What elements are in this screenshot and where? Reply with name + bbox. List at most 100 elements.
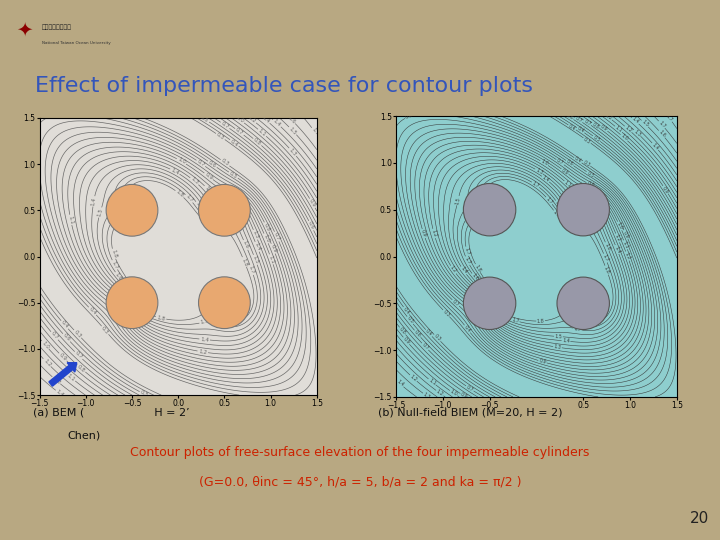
Text: 1.3: 1.3 xyxy=(51,376,61,385)
Text: 1.7: 1.7 xyxy=(310,127,320,137)
Text: 0.4: 0.4 xyxy=(463,325,472,334)
Text: Effect of impermeable case for contour plots: Effect of impermeable case for contour p… xyxy=(35,76,533,96)
Text: 1.2: 1.2 xyxy=(613,233,621,242)
Text: 1.4: 1.4 xyxy=(91,197,97,206)
Text: 0.6: 0.6 xyxy=(307,220,315,231)
Text: 1.5: 1.5 xyxy=(454,196,462,205)
Text: 1.0: 1.0 xyxy=(449,389,458,397)
Text: 1.2: 1.2 xyxy=(247,115,257,124)
Text: 0.3: 0.3 xyxy=(73,329,82,339)
Text: 1.5: 1.5 xyxy=(288,126,297,136)
Text: 1.1: 1.1 xyxy=(66,373,76,382)
Text: 0.9: 0.9 xyxy=(58,352,68,362)
Text: National Taiwan Ocean University: National Taiwan Ocean University xyxy=(42,41,110,45)
Text: 1.4: 1.4 xyxy=(55,389,65,398)
Text: 1.3: 1.3 xyxy=(633,129,642,137)
Circle shape xyxy=(464,184,516,236)
Text: 0.7: 0.7 xyxy=(582,118,592,127)
Text: 0.4: 0.4 xyxy=(230,138,239,147)
Circle shape xyxy=(557,277,609,329)
Text: Chen): Chen) xyxy=(67,431,100,441)
Text: 0.4: 0.4 xyxy=(567,123,577,132)
Text: 0.6: 0.6 xyxy=(207,160,217,169)
Text: 1.7: 1.7 xyxy=(248,265,256,275)
Text: 0.9: 0.9 xyxy=(204,172,214,181)
Text: 1.4: 1.4 xyxy=(200,336,210,342)
Text: 0.4: 0.4 xyxy=(424,328,433,338)
Text: 0.5: 0.5 xyxy=(199,114,210,124)
Text: 0.9: 0.9 xyxy=(420,229,427,238)
Text: 0.6: 0.6 xyxy=(413,329,422,339)
Text: (a) BEM (                    H = 2’: (a) BEM ( H = 2’ xyxy=(33,407,189,417)
Text: 0.9: 0.9 xyxy=(622,230,630,239)
Text: ✦: ✦ xyxy=(17,20,33,39)
Text: 0.7: 0.7 xyxy=(556,158,564,166)
Text: 0.9: 0.9 xyxy=(402,336,411,345)
Text: 0.4: 0.4 xyxy=(402,306,410,315)
Text: 0.9: 0.9 xyxy=(269,244,277,254)
Text: 1.0: 1.0 xyxy=(539,159,549,167)
Text: 0.9: 0.9 xyxy=(459,392,469,400)
Text: 1.3: 1.3 xyxy=(251,230,259,240)
Text: 0.3: 0.3 xyxy=(215,132,225,141)
Text: 0.7: 0.7 xyxy=(465,384,474,393)
FancyArrow shape xyxy=(49,363,77,386)
Text: (G=0.0, θinc = 45°, h/a = 5, b/a = 2 and ka = π/2 ): (G=0.0, θinc = 45°, h/a = 5, b/a = 2 and… xyxy=(199,475,521,488)
Text: 0.7: 0.7 xyxy=(220,121,230,130)
Text: 0.9: 0.9 xyxy=(538,359,546,365)
Text: 1.4: 1.4 xyxy=(562,338,570,344)
Text: 1.4: 1.4 xyxy=(651,142,660,151)
Text: 1.6: 1.6 xyxy=(554,200,563,209)
Circle shape xyxy=(106,185,158,236)
Text: 1.6: 1.6 xyxy=(194,201,204,211)
Text: 1.2: 1.2 xyxy=(431,229,438,238)
Text: 1.8: 1.8 xyxy=(603,266,611,275)
Circle shape xyxy=(464,277,516,329)
Text: 0.4: 0.4 xyxy=(88,306,97,316)
Text: 1.2: 1.2 xyxy=(435,389,444,397)
Text: 1.6: 1.6 xyxy=(287,115,297,125)
Text: 0.7: 0.7 xyxy=(420,342,430,351)
Text: 0.5: 0.5 xyxy=(228,171,238,180)
Text: 0.3: 0.3 xyxy=(441,309,451,318)
Text: 0.9: 0.9 xyxy=(560,167,570,176)
Text: 1.2: 1.2 xyxy=(449,265,458,274)
Text: 1.7: 1.7 xyxy=(601,253,609,262)
Text: 0.5: 0.5 xyxy=(140,390,149,399)
Text: 1.2: 1.2 xyxy=(198,349,207,355)
Text: 1.7: 1.7 xyxy=(464,247,471,256)
Text: 0.3: 0.3 xyxy=(100,325,110,335)
Text: 0.7: 0.7 xyxy=(50,331,59,341)
Text: 1.6: 1.6 xyxy=(114,272,123,281)
Text: 1.2: 1.2 xyxy=(42,358,52,368)
Text: 1.8: 1.8 xyxy=(552,210,561,219)
Text: 1.8: 1.8 xyxy=(110,249,117,259)
Text: 1.4: 1.4 xyxy=(395,380,405,388)
Text: 0.7: 0.7 xyxy=(196,159,206,168)
Text: 1.7: 1.7 xyxy=(464,256,472,265)
Text: 1.1: 1.1 xyxy=(68,215,74,225)
Text: 1.4: 1.4 xyxy=(261,115,271,125)
Text: 0.3: 0.3 xyxy=(220,158,230,167)
Text: 0.8: 0.8 xyxy=(591,122,600,130)
Text: 1.4: 1.4 xyxy=(272,118,282,128)
Text: 1.1: 1.1 xyxy=(257,128,267,138)
Text: 1.0: 1.0 xyxy=(176,157,186,166)
Text: 1.4: 1.4 xyxy=(253,242,261,252)
Text: 1.1: 1.1 xyxy=(614,125,624,133)
Text: 1.6: 1.6 xyxy=(470,273,480,282)
Text: 0.9: 0.9 xyxy=(661,185,670,194)
Text: (b) Null-field BIEM (M=20, H = 2): (b) Null-field BIEM (M=20, H = 2) xyxy=(378,407,563,417)
Text: 0.7: 0.7 xyxy=(235,127,244,137)
Text: 國立臺灣海洋大學: 國立臺灣海洋大學 xyxy=(42,24,72,30)
Text: 1.7: 1.7 xyxy=(184,194,194,204)
Text: 1.7: 1.7 xyxy=(200,319,210,325)
Text: 1.7: 1.7 xyxy=(657,120,666,129)
Text: 0.8: 0.8 xyxy=(253,137,262,147)
Text: 1.7: 1.7 xyxy=(665,113,674,123)
Text: 1.1: 1.1 xyxy=(428,377,436,386)
Text: 1.0: 1.0 xyxy=(235,115,245,124)
Text: 1.2: 1.2 xyxy=(204,185,213,194)
Text: 0.8: 0.8 xyxy=(398,326,407,335)
Text: 1.5: 1.5 xyxy=(251,255,259,265)
